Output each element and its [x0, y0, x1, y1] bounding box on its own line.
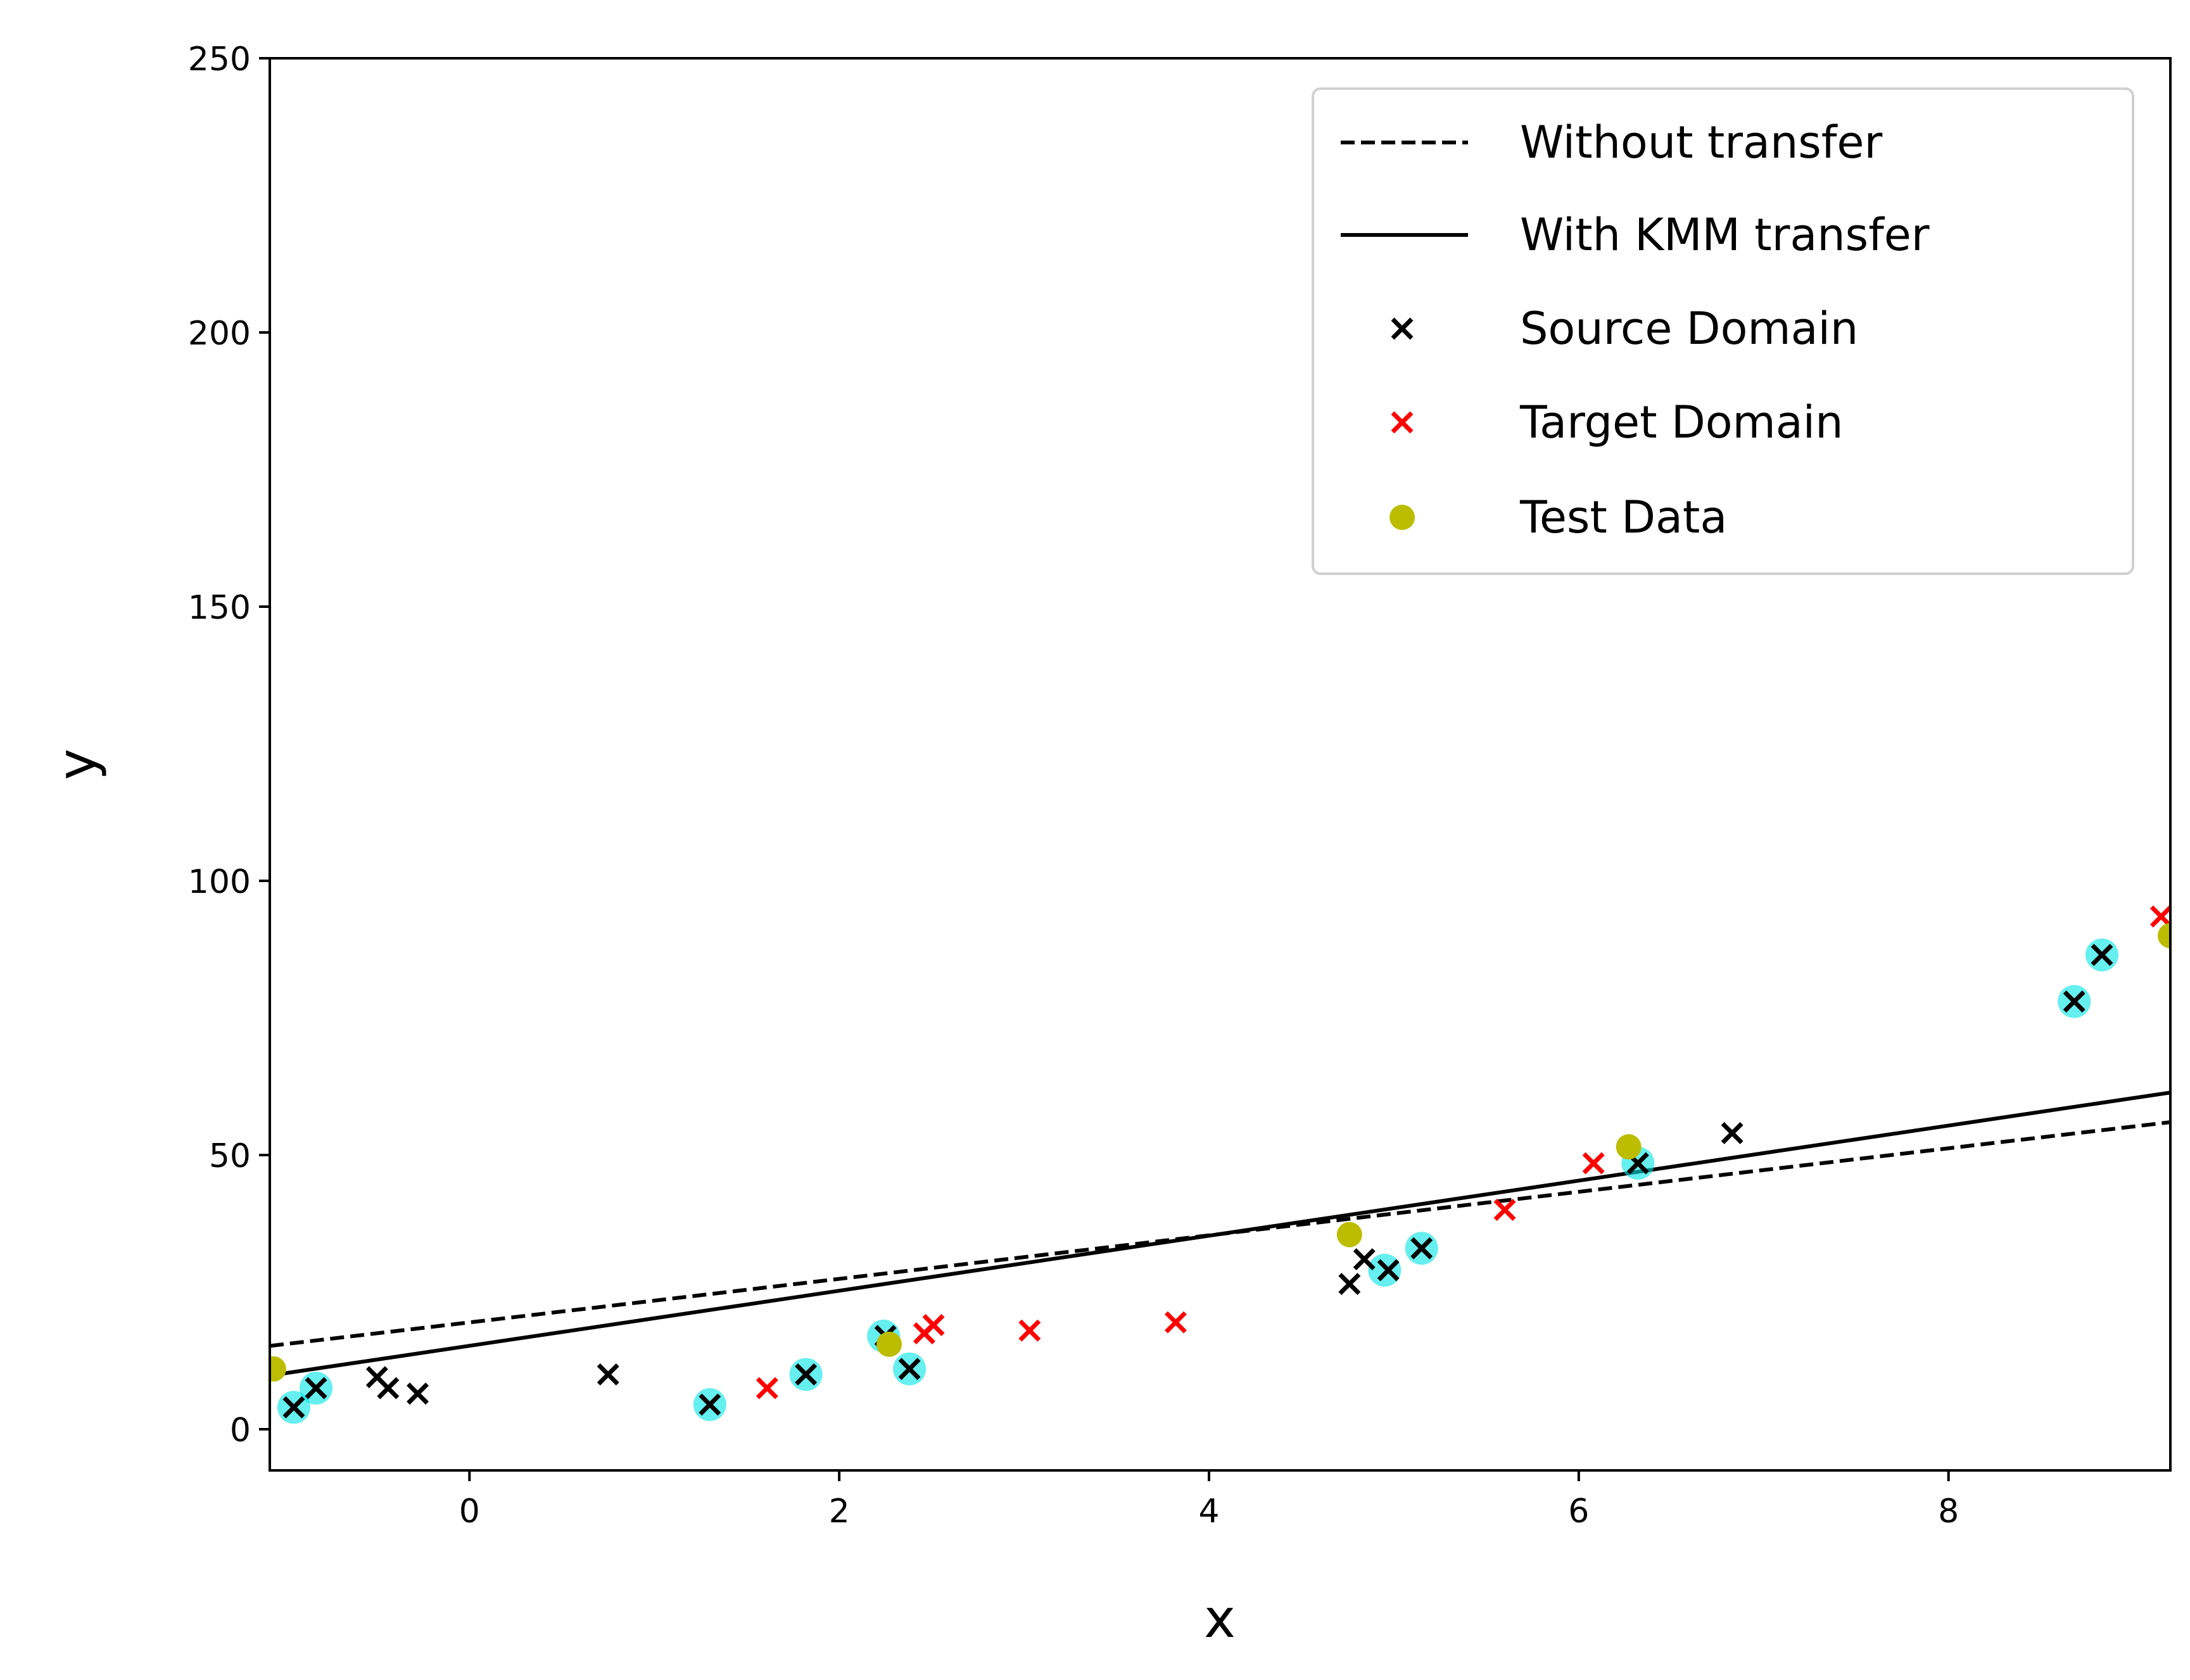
test-data-point [1616, 1134, 1642, 1160]
target-domain-point [1018, 1319, 1041, 1342]
source-domain-point [2063, 990, 2086, 1013]
source-domain-point-stroke-b [1377, 1259, 1400, 1282]
test-data-point [270, 1356, 286, 1382]
x-tick-label: 8 [1938, 1493, 1959, 1531]
source-domain-point-stroke-b [898, 1358, 921, 1380]
source-domain-point [795, 1363, 818, 1386]
target-domain-point-stroke-b [922, 1314, 945, 1336]
target-domain-point [2149, 905, 2170, 928]
marker-layer [270, 905, 2170, 1418]
source-domain-point-stroke-b [597, 1363, 619, 1386]
x-tick-label: 2 [829, 1493, 850, 1531]
source-domain-point [305, 1377, 327, 1399]
x-axis-ticks: 0 2 4 6 8 [459, 1470, 1959, 1531]
source-domain-point [699, 1393, 721, 1416]
source-domain-point [2091, 944, 2113, 966]
source-domain-point-stroke-b [377, 1377, 400, 1399]
source-domain-point-stroke-b [1353, 1248, 1376, 1271]
legend-swatch-marker-stroke-b [1391, 317, 1414, 340]
lines-layer [270, 1090, 2170, 1378]
legend-label: Source Domain [1520, 303, 1858, 355]
x-axis-label: x [1204, 1588, 1236, 1650]
target-domain-point-stroke-b [1582, 1152, 1605, 1175]
source-domain-point [407, 1382, 429, 1405]
source-domain-point-stroke-b [365, 1366, 388, 1389]
source-domain-point-stroke-b [699, 1393, 721, 1416]
y-tick-label: 0 [230, 1412, 251, 1449]
source-domain-point [1410, 1237, 1433, 1260]
legend-swatch-marker [1389, 505, 1415, 530]
y-tick-label: 100 [188, 863, 251, 901]
source-domain-point [1721, 1121, 1744, 1144]
legend-swatch-marker [1391, 317, 1414, 340]
y-tick-label: 200 [188, 315, 251, 353]
y-tick-label: 50 [209, 1137, 251, 1175]
highlight-circle [1368, 1253, 1402, 1287]
source-domain-point-stroke-b [2063, 990, 2086, 1013]
source-domain-point-stroke-b [1721, 1121, 1744, 1144]
source-domain-point [1353, 1248, 1376, 1271]
source-domain-point [898, 1358, 921, 1380]
target-domain-point [922, 1314, 945, 1336]
source-domain-point [377, 1377, 400, 1399]
legend-label: Test Data [1519, 491, 1727, 543]
test-data-point [2158, 923, 2170, 949]
x-tick-label: 0 [459, 1493, 480, 1531]
plot-area [269, 57, 2172, 1472]
source-domain-point-stroke-b [1338, 1273, 1361, 1296]
target-domain-point [756, 1377, 778, 1399]
source-domain-point [1338, 1273, 1361, 1296]
x-tick-label: 4 [1198, 1493, 1219, 1531]
legend: Without transfer With KMM transfer Source … [1312, 87, 2134, 575]
target-domain-point-stroke-b [756, 1377, 778, 1399]
source-domain-point [282, 1396, 305, 1418]
source-domain-point-stroke-b [795, 1363, 818, 1386]
source-domain-point-stroke-b [305, 1377, 327, 1399]
target-domain-point [1164, 1311, 1187, 1334]
y-tick-label: 150 [188, 589, 251, 627]
regression-line-with-kmm-transfer [270, 1090, 2170, 1378]
y-tick-label: 250 [188, 41, 251, 79]
legend-label: Target Domain [1519, 396, 1843, 448]
plot-frame [269, 57, 2172, 1472]
target-domain-point [1493, 1199, 1516, 1222]
legend-swatch-marker-stroke-b [1391, 411, 1414, 434]
legend-label: Without transfer [1520, 117, 1882, 168]
target-domain-point-stroke-b [1164, 1311, 1187, 1334]
target-domain-point-stroke-b [1493, 1199, 1516, 1222]
source-domain-point-stroke-b [1410, 1237, 1433, 1260]
test-data-point [876, 1331, 902, 1357]
source-domain-point [597, 1363, 619, 1386]
legend-box [1312, 87, 2134, 575]
test-data-point [1336, 1222, 1362, 1247]
target-domain-point-stroke-b [2149, 905, 2170, 928]
source-domain-point-stroke-b [282, 1396, 305, 1418]
y-axis-ticks: 0 50 100 150 200 250 [188, 41, 270, 1449]
source-domain-point [1377, 1259, 1400, 1282]
legend-label: With KMM transfer [1520, 209, 1930, 261]
target-domain-point [1582, 1152, 1605, 1175]
source-domain-point-stroke-b [2091, 944, 2113, 966]
target-domain-point-stroke-b [1018, 1319, 1041, 1342]
source-domain-point-stroke-b [407, 1382, 429, 1405]
source-domain-point-stroke-b [1626, 1152, 1649, 1175]
legend-swatch-marker [1391, 411, 1414, 434]
y-axis-label: y [46, 748, 108, 780]
x-tick-label: 6 [1568, 1493, 1589, 1531]
